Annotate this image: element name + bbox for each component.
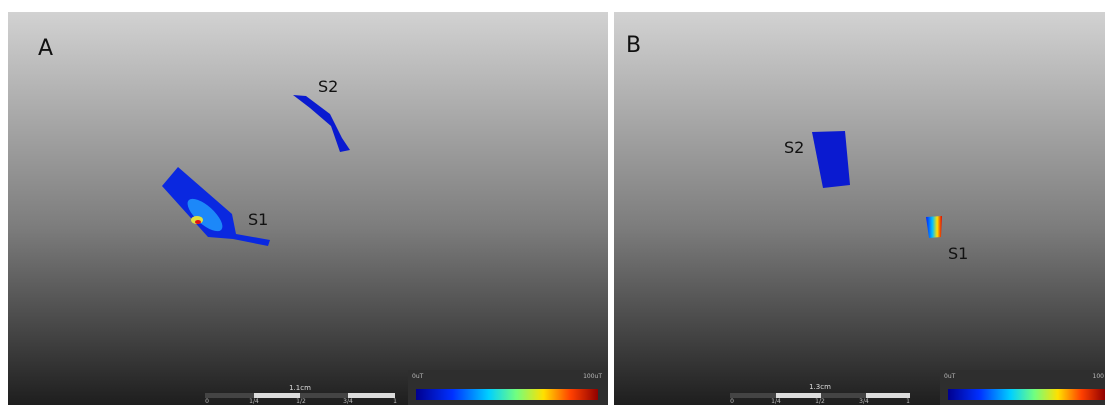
region-label: S1 — [948, 244, 968, 263]
region-label: S1 — [248, 210, 268, 229]
panel-label: A — [38, 36, 53, 61]
scale-tick-label: 3/4 — [859, 398, 869, 405]
colorbar-max: 100uT — [583, 373, 602, 380]
scale-bar-segment — [254, 393, 300, 398]
scale-tick-label: 1/2 — [815, 398, 825, 405]
region-label: S2 — [318, 77, 338, 96]
scale-tick-label: 1 — [393, 398, 397, 405]
colorbar — [948, 389, 1105, 400]
colorbar — [416, 389, 598, 400]
scale-tick-label: 0 — [730, 398, 734, 405]
colorbar-min: 0uT — [944, 373, 956, 380]
scale-tick-label: 1/4 — [249, 398, 259, 405]
scale-bar-segment — [866, 393, 910, 398]
colorbar-min: 0uT — [412, 373, 424, 380]
scale-bar-segment — [348, 393, 395, 398]
colorbar-max: 100 — [1093, 373, 1105, 380]
scale-tick-label: 0 — [205, 398, 209, 405]
scale-tick-label: 3/4 — [343, 398, 353, 405]
panel-label: B — [626, 33, 641, 58]
figure: A S2 S1 1.1cm 01/41/23/41 0uT 100uT B S2… — [0, 0, 1105, 405]
page: A S2 S1 1.1cm 01/41/23/41 0uT 100uT B S2… — [0, 0, 1105, 405]
panel-background — [8, 12, 608, 405]
scale-length: 1.3cm — [809, 383, 831, 391]
scale-tick-label: 1 — [906, 398, 910, 405]
region-label: S2 — [784, 138, 804, 157]
scale-length: 1.1cm — [289, 384, 311, 392]
scale-tick-label: 1/4 — [771, 398, 781, 405]
scale-tick-label: 1/2 — [296, 398, 306, 405]
panel-background — [614, 12, 1105, 405]
field-spot — [195, 220, 201, 224]
